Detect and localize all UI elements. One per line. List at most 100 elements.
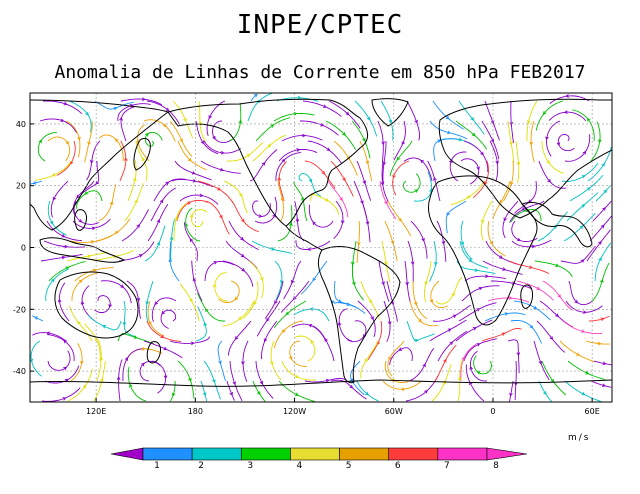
streamline-arrow bbox=[51, 278, 55, 283]
streamline bbox=[402, 173, 421, 193]
streamline bbox=[534, 260, 573, 278]
streamline bbox=[100, 280, 132, 304]
streamline bbox=[146, 320, 182, 342]
streamline bbox=[204, 261, 235, 282]
streamline-arrow bbox=[398, 217, 402, 222]
streamline bbox=[153, 178, 186, 202]
streamline-arrow bbox=[308, 323, 313, 328]
streamline bbox=[516, 280, 554, 301]
streamline bbox=[179, 194, 219, 205]
streamlines-layer bbox=[30, 93, 612, 402]
streamline bbox=[561, 163, 599, 182]
streamline bbox=[174, 160, 212, 181]
streamline-arrow bbox=[576, 352, 581, 356]
streamline-arrow bbox=[239, 193, 243, 198]
colorbar-label: 3 bbox=[247, 461, 253, 471]
streamline-arrow bbox=[420, 159, 424, 164]
streamline bbox=[72, 218, 111, 229]
streamline-arrow bbox=[63, 339, 67, 344]
streamline-arrow bbox=[364, 358, 369, 363]
streamline bbox=[169, 241, 180, 282]
streamline bbox=[460, 344, 477, 382]
streamline bbox=[510, 100, 514, 143]
streamline bbox=[559, 340, 596, 363]
streamline-arrow bbox=[213, 261, 218, 265]
streamline-arrow bbox=[514, 382, 518, 386]
streamline bbox=[481, 328, 522, 342]
streamline bbox=[507, 120, 515, 163]
streamline-arrow bbox=[502, 267, 507, 271]
streamline-arrow bbox=[241, 268, 246, 272]
streamline bbox=[585, 340, 610, 345]
streamline-arrow bbox=[472, 327, 477, 331]
streamline bbox=[169, 336, 211, 344]
streamline-arrow bbox=[267, 143, 272, 148]
streamline bbox=[312, 325, 335, 362]
streamline-arrow bbox=[120, 284, 125, 288]
streamline-arrow bbox=[413, 301, 418, 306]
streamline-arrow bbox=[405, 281, 409, 286]
streamline-arrow bbox=[499, 255, 503, 259]
streamline bbox=[536, 320, 566, 353]
streamline bbox=[538, 380, 552, 402]
streamline bbox=[289, 340, 308, 367]
streamline-arrow bbox=[499, 199, 504, 204]
streamline bbox=[481, 120, 500, 160]
streamline-arrow bbox=[398, 347, 403, 351]
streamline-arrow bbox=[401, 141, 405, 146]
streamline-arrow bbox=[337, 321, 342, 326]
streamline-arrow bbox=[365, 391, 369, 396]
streamline-arrow bbox=[557, 294, 561, 298]
streamline bbox=[457, 359, 464, 402]
streamline-arrow bbox=[384, 261, 388, 266]
streamline-arrow bbox=[574, 299, 579, 304]
streamline-arrow bbox=[476, 371, 481, 375]
streamline bbox=[301, 260, 328, 295]
streamline bbox=[461, 285, 500, 302]
streamline-arrow bbox=[306, 247, 311, 252]
streamline-arrow bbox=[65, 140, 69, 145]
streamline-arrow bbox=[346, 302, 351, 307]
streamline bbox=[389, 347, 413, 365]
streamline-arrow bbox=[295, 374, 300, 379]
streamline-arrow bbox=[396, 156, 401, 161]
streamline bbox=[557, 133, 575, 152]
coastline-indonesia bbox=[39, 237, 126, 263]
streamline bbox=[48, 260, 86, 282]
streamline bbox=[392, 160, 410, 196]
streamline-arrow bbox=[253, 301, 257, 306]
streamline bbox=[214, 272, 229, 302]
streamline-arrow bbox=[308, 178, 313, 183]
streamline-arrow bbox=[597, 341, 602, 346]
streamline bbox=[242, 280, 259, 319]
streamline-arrow bbox=[161, 310, 165, 315]
streamline bbox=[437, 330, 468, 362]
streamline-arrow bbox=[509, 181, 514, 186]
streamline-arrow bbox=[64, 244, 69, 249]
streamline-arrow bbox=[602, 361, 607, 366]
streamline bbox=[56, 140, 76, 176]
streamline bbox=[117, 332, 154, 345]
streamline-arrow bbox=[581, 203, 586, 208]
streamline bbox=[169, 120, 193, 157]
streamline-arrow bbox=[289, 222, 293, 227]
streamline-arrow bbox=[447, 328, 452, 332]
streamline bbox=[160, 309, 177, 329]
streamline-arrow bbox=[461, 356, 465, 361]
streamline-arrow bbox=[485, 274, 489, 279]
streamline bbox=[548, 111, 587, 122]
streamline bbox=[206, 100, 226, 137]
streamline-arrow bbox=[325, 198, 330, 202]
streamline-arrow bbox=[258, 214, 263, 218]
streamline-arrow bbox=[529, 141, 533, 146]
streamline-arrow bbox=[145, 132, 149, 137]
streamline bbox=[304, 377, 347, 383]
colorbar-label: 8 bbox=[493, 461, 499, 471]
streamline bbox=[191, 260, 203, 302]
colorbar-segment bbox=[142, 447, 193, 461]
streamline-arrow bbox=[310, 340, 314, 344]
streamline bbox=[39, 118, 77, 134]
streamline-arrow bbox=[447, 130, 451, 135]
streamline bbox=[338, 308, 353, 342]
streamline bbox=[509, 380, 514, 402]
